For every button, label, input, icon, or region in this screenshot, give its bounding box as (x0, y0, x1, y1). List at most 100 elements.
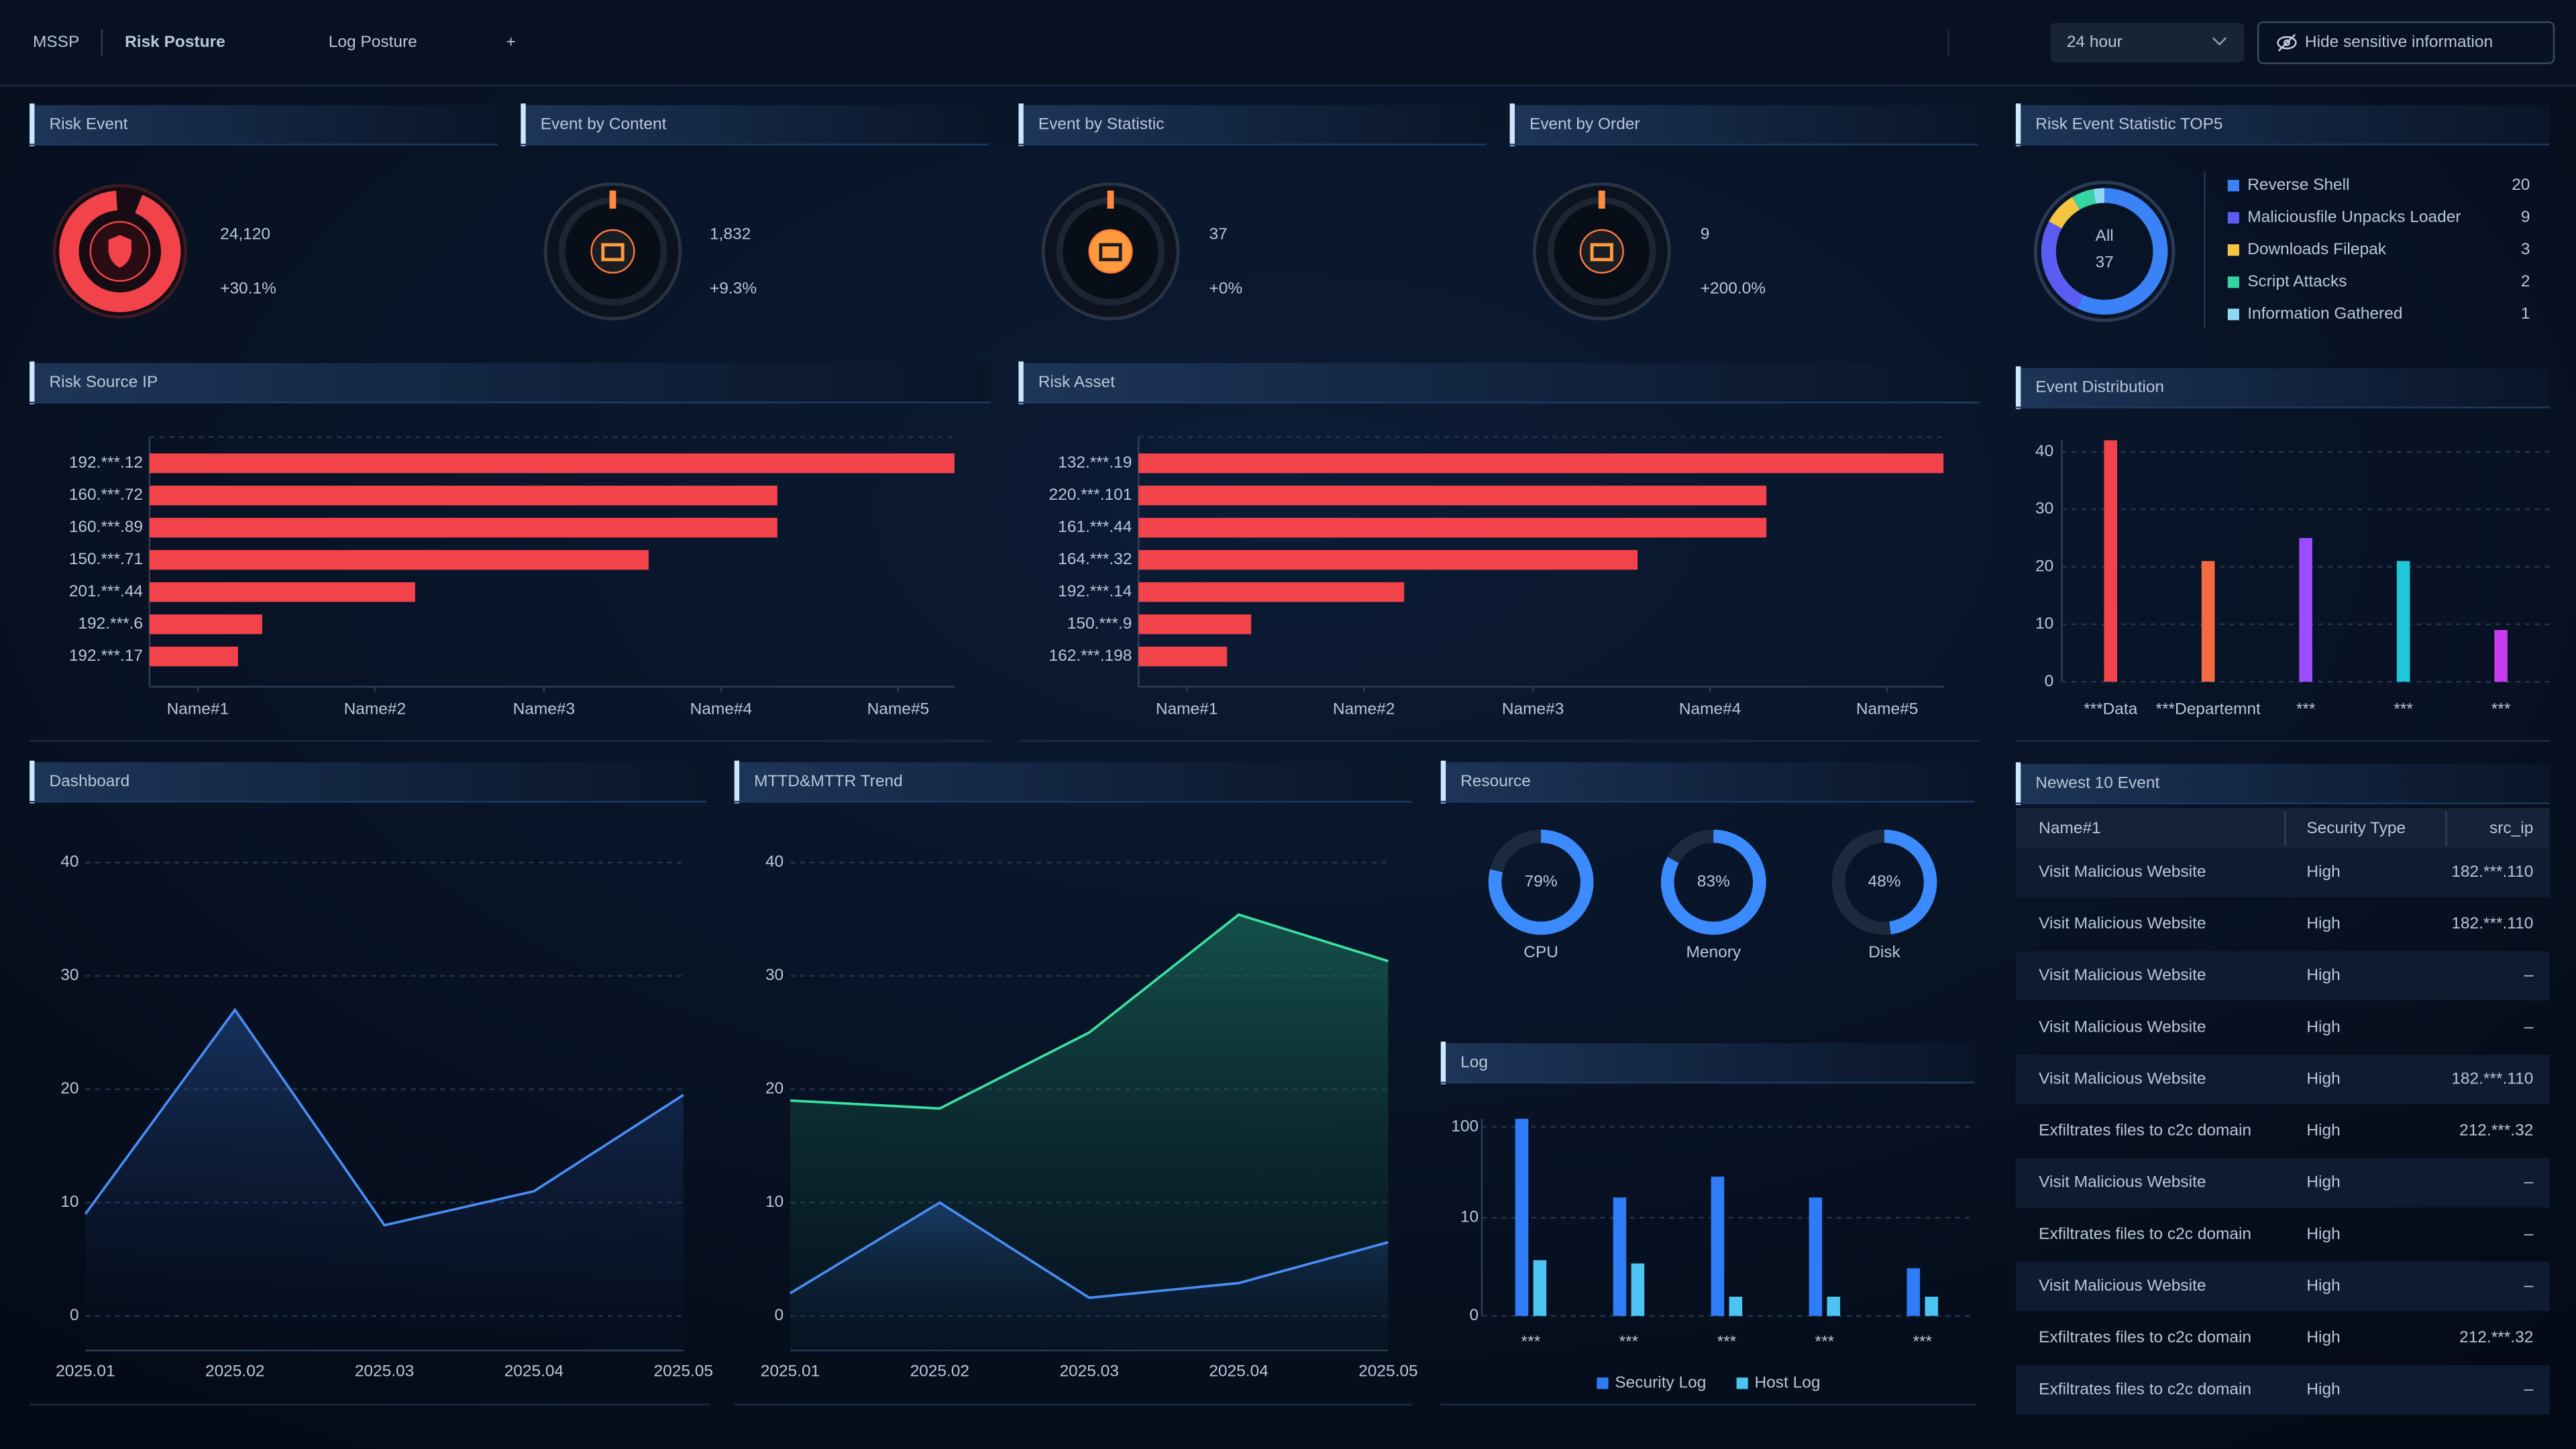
bar (1613, 1197, 1627, 1316)
table-header-cell: Security Type (2306, 819, 2406, 837)
x-tick-label: *** (1619, 1332, 1639, 1350)
bar (2494, 630, 2508, 682)
bar (1533, 1260, 1547, 1316)
time-select[interactable] (2050, 23, 2245, 63)
table-cell: High (2306, 1328, 2340, 1346)
x-tick-label: 2025.03 (1059, 1362, 1118, 1380)
bar (1827, 1296, 1841, 1316)
kpi-change: +9.3% (710, 279, 757, 297)
legend-value: 20 (2512, 176, 2530, 194)
kpi-value: 24,120 (220, 225, 270, 244)
y-tick-label: 0 (1469, 1306, 1479, 1324)
y-tick-label: 192.***.6 (78, 614, 143, 633)
time-select-label[interactable]: 24 hour (2067, 33, 2123, 51)
panel-title-accent (1018, 103, 1024, 146)
legend-label: Reverse Shell (2247, 176, 2349, 194)
y-tick-label: 10 (765, 1193, 784, 1211)
bar (1907, 1268, 1921, 1316)
panel-title-accent (2015, 762, 2021, 805)
y-tick-label: 40 (60, 853, 78, 871)
y-tick-label: 150.***.71 (69, 550, 143, 568)
legend-swatch (1736, 1377, 1748, 1389)
eye-icon (2277, 34, 2297, 52)
legend-swatch (2227, 212, 2239, 224)
line (84, 1008, 684, 1227)
table-header-bg (2015, 808, 2550, 850)
line (790, 1201, 1389, 1299)
panel-title: Risk Source IP (49, 373, 158, 391)
table-cell: Visit Malicious Website (2039, 1173, 2206, 1191)
gauge-arc (1660, 829, 1766, 935)
kpi-icon-bg (1579, 229, 1624, 274)
y-tick-label: 20 (2035, 557, 2053, 575)
x-tick-label: Name#2 (1333, 700, 1395, 718)
panel-title-accent (521, 103, 526, 146)
table-cell: High (2306, 1069, 2340, 1087)
gauge-value: 48% (1868, 873, 1900, 891)
table-cell: Exfiltrates files to c2c domain (2039, 1225, 2251, 1243)
tab-active[interactable]: Risk Posture (125, 33, 225, 51)
hide-button-label[interactable]: Hide sensitive information (2305, 33, 2493, 51)
table-cell: – (2524, 1018, 2534, 1036)
legend-label: Maliciousfile Unpacks Loader (2247, 208, 2461, 226)
x-tick-label: Name#3 (513, 700, 576, 718)
table-cell: – (2524, 1277, 2534, 1295)
bar (1138, 646, 1228, 667)
bar (2396, 561, 2410, 682)
legend-swatch (2227, 244, 2239, 256)
gauge-label: Menory (1686, 943, 1741, 961)
table-cell: Visit Malicious Website (2039, 914, 2206, 932)
table-header-cell: Name#1 (2039, 819, 2101, 837)
panel-title-bar (1440, 1043, 1975, 1083)
panel-title-bar (1018, 363, 1980, 402)
x-tick-label: Name#4 (1679, 700, 1741, 718)
x-tick-label: 2025.01 (56, 1362, 115, 1380)
y-tick-label: 0 (775, 1306, 784, 1324)
kpi-icon-bg (590, 229, 635, 274)
bar (1515, 1118, 1529, 1316)
y-tick-label: 30 (2035, 500, 2053, 518)
panel-title-bar (1440, 762, 1975, 802)
panel-title-bar (521, 105, 989, 145)
panel-title-bar (30, 363, 991, 402)
bar (149, 549, 649, 570)
y-tick-label: 20 (60, 1079, 78, 1097)
table-cell: 182.***.110 (2451, 914, 2533, 932)
add-tab[interactable]: + (506, 33, 515, 51)
panel-title-accent (1440, 760, 1446, 804)
table-cell: 212.***.32 (2459, 1122, 2533, 1140)
bar (1711, 1176, 1725, 1316)
y-tick-label: 40 (765, 853, 784, 871)
table-row-bg (2015, 1055, 2550, 1104)
y-tick-label: 132.***.19 (1058, 453, 1132, 472)
panel-title-accent (734, 760, 740, 804)
bar (1138, 614, 1252, 635)
panel-title-accent (1509, 103, 1515, 146)
panel-title: Risk Event Statistic TOP5 (2035, 115, 2222, 133)
donut-segment (2072, 189, 2096, 210)
line (790, 913, 1389, 1110)
bar (149, 517, 777, 538)
kpi-icon (601, 243, 625, 262)
table-cell: 182.***.110 (2451, 863, 2533, 881)
x-tick-label: Name#5 (867, 700, 929, 718)
line-area (790, 1202, 1389, 1351)
table-cell: High (2306, 1225, 2340, 1243)
legend-swatch (2227, 180, 2239, 192)
tab[interactable]: Log Posture (329, 33, 417, 51)
gauge-value: 79% (1525, 873, 1558, 891)
x-tick-label: 2025.05 (1358, 1362, 1417, 1380)
y-tick-label: 192.***.14 (1058, 582, 1132, 600)
table-row-bg (2015, 847, 2550, 898)
panel-title-accent (30, 760, 35, 804)
bar (1925, 1296, 1939, 1316)
bar (149, 646, 238, 667)
kpi-change: +30.1% (220, 279, 276, 297)
x-tick-label: 2025.03 (355, 1362, 414, 1380)
table-cell: Visit Malicious Website (2039, 863, 2206, 881)
hide-button[interactable] (2257, 21, 2555, 64)
legend-label: Script Attacks (2247, 272, 2347, 290)
bar (1631, 1263, 1645, 1316)
